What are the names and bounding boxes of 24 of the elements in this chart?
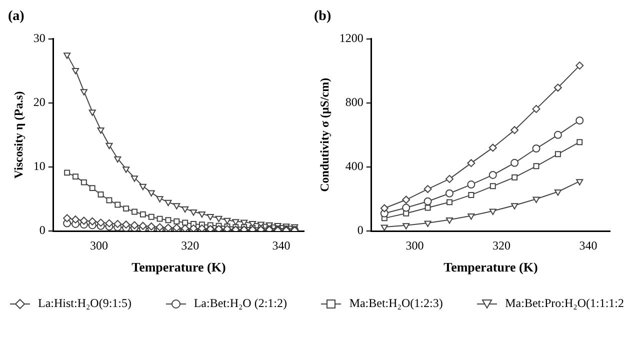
chart-title: (b) [314,9,332,24]
y-tick-label: 400 [345,159,364,174]
y-tick-label: 800 [345,95,364,110]
legend-label: Ma:Bet:Pro:H₂O(1:1:1:2 [505,296,624,311]
x-tick-label: 340 [579,238,598,252]
x-tick-label: 340 [272,238,290,252]
y-axis-title: Condutivity σ (μS/cm) [317,78,332,192]
y-tick-label: 0 [39,223,46,238]
y-tick-label: 10 [33,159,46,174]
y-axis-title: Viscosity η (Pa.s) [11,91,26,179]
x-axis-title: Temperature (K) [444,260,538,275]
y-tick-label: 1200 [339,30,364,45]
legend-label: Ma:Bet:H₂O(1:2:3) [349,296,443,311]
x-tick-label: 320 [181,238,200,252]
y-tick-label: 0 [357,223,364,238]
legend-label: La:Bet:H₂O (2:1:2) [194,296,287,311]
y-tick-label: 20 [33,95,46,110]
x-tick-label: 300 [406,238,424,252]
chart-title: (a) [8,9,25,24]
legend-label: La:Hist:H₂O(9:1:5) [38,296,132,311]
x-tick-label: 300 [90,238,108,252]
x-tick-label: 320 [492,238,511,252]
x-axis-title: Temperature (K) [132,260,226,275]
y-tick-label: 30 [33,30,46,45]
